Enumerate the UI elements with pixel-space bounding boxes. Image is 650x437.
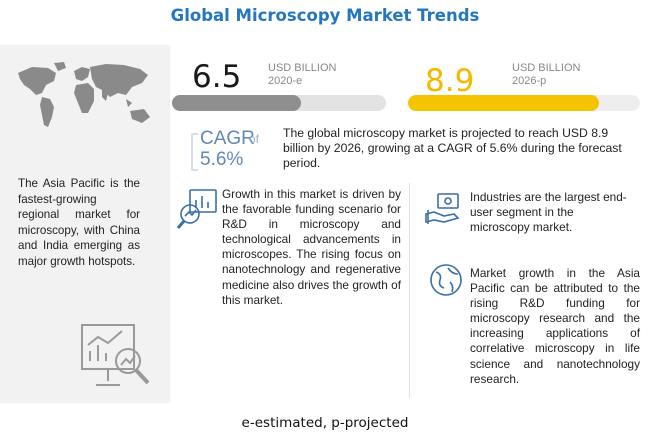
footnote: e-estimated, p-projected: [241, 415, 409, 431]
bar-2026: [408, 95, 599, 111]
category-2026: 2026-p: [512, 75, 547, 87]
industry-segment-text: Industries are the largest end-user segm…: [470, 190, 627, 235]
funding-analytics-icon: [176, 189, 217, 229]
page-title: Global Microscopy Market Trends: [170, 6, 480, 25]
unit-text: USD BILLION: [512, 62, 581, 74]
growth-analysis-icon: [81, 324, 150, 386]
bar-track-2020: [172, 95, 386, 111]
left-panel: The Asia Pacific is the fastest-growing …: [0, 45, 170, 403]
asia-pacific-summary: The Asia Pacific is the fastest-growing …: [18, 177, 140, 268]
industry-money-icon: [425, 193, 460, 224]
asia-growth-text: Market growth in the Asia Pacific can be…: [470, 266, 640, 386]
unit-text: USD BILLION: [268, 62, 337, 74]
funding-driver-text: Growth in this market is driven by the f…: [222, 187, 401, 307]
cagr-of-label: of: [249, 132, 260, 146]
category-2020: 2020-e: [268, 75, 303, 87]
world-map-icon: [18, 62, 150, 127]
cagr-description: The global microscopy market is projecte…: [283, 126, 622, 170]
cagr-label: CAGR: [200, 128, 255, 149]
value-2020: 6.5: [192, 59, 242, 95]
value-2026: 8.9: [425, 63, 475, 99]
cagr-bracket-icon: [191, 133, 198, 171]
unit-label-2026: USD BILLION 2026-p: [512, 62, 580, 88]
globe-icon: [430, 264, 462, 296]
bar-2020: [172, 95, 301, 111]
cagr-value: 5.6%: [200, 149, 244, 170]
bar-track-2026: [408, 95, 640, 111]
unit-label-2020: USD BILLION 2020-e: [268, 62, 336, 88]
column-divider: [409, 183, 410, 398]
